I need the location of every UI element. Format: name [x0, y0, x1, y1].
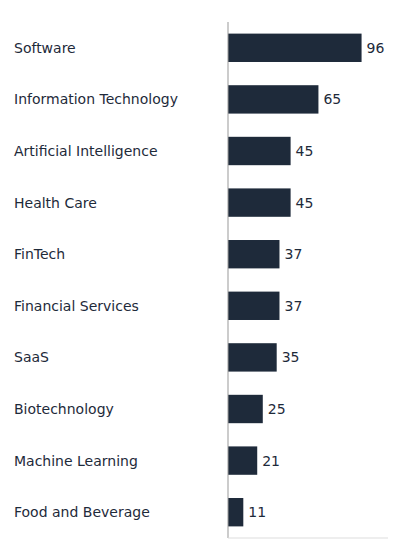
category-label: SaaS: [14, 349, 49, 365]
value-label: 25: [268, 401, 286, 417]
bar: [228, 498, 243, 526]
bar: [228, 240, 279, 268]
value-label: 37: [284, 298, 302, 314]
category-label: Information Technology: [14, 91, 178, 107]
chart-container: Food and Beverage Machine Learning Biotech…: [0, 0, 400, 560]
chart: Food and Beverage Machine Learning Biotech…: [0, 0, 400, 560]
category-labels: Food and Beverage Machine Learning Biotech…: [14, 40, 178, 520]
value-axis-line: [228, 538, 388, 539]
value-label: 65: [323, 91, 341, 107]
value-labels: 11 21 25 35 37 37 45 45 65 96: [248, 40, 384, 520]
value-label: 37: [284, 246, 302, 262]
bar: [228, 343, 277, 371]
value-label: 35: [282, 349, 300, 365]
bar: [228, 85, 318, 113]
divider: [228, 22, 229, 538]
category-label: Software: [14, 40, 76, 56]
background: [0, 0, 400, 560]
category-label: Biotechnology: [14, 401, 114, 417]
value-label: 45: [296, 143, 314, 159]
bar: [228, 292, 279, 320]
value-label: 45: [296, 195, 314, 211]
category-label: Machine Learning: [14, 453, 138, 469]
category-label: FinTech: [14, 246, 65, 262]
bars: [228, 34, 362, 527]
value-label: 11: [248, 504, 266, 520]
category-label: Health Care: [14, 195, 97, 211]
value-label: 96: [367, 40, 385, 56]
category-label: Food and Beverage: [14, 504, 150, 520]
category-label: Artificial Intelligence: [14, 143, 158, 159]
category-label: Financial Services: [14, 298, 139, 314]
bar: [228, 34, 362, 62]
value-label: 21: [262, 453, 280, 469]
bar: [228, 137, 291, 165]
bar: [228, 395, 263, 423]
bar: [228, 188, 291, 216]
bar: [228, 446, 257, 474]
